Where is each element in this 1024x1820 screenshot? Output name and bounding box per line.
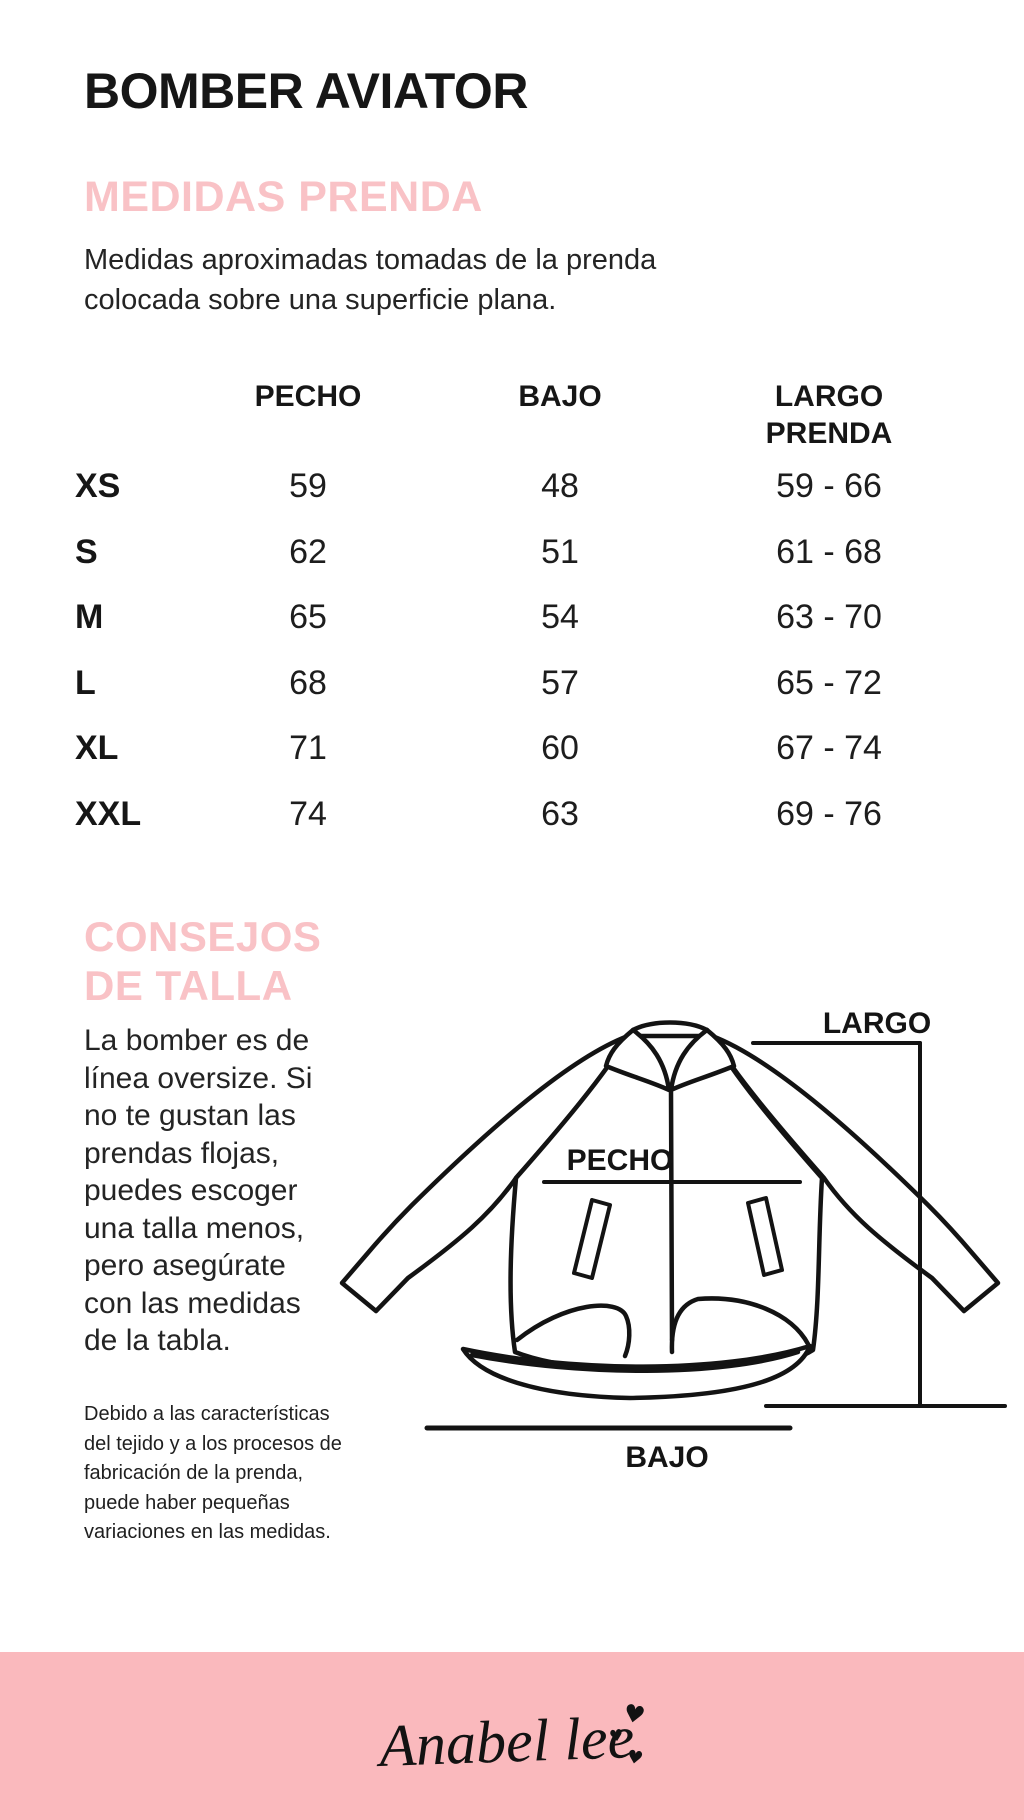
size-label: XL — [75, 729, 119, 768]
bajo-label: BAJO — [625, 1441, 708, 1474]
pecho-label: PECHO — [567, 1144, 674, 1177]
measurements-description: Medidas aproximadas tomadas de la prenda… — [84, 244, 657, 316]
column-header-largo-prenda: LARGO PRENDA — [765, 380, 893, 451]
table-cell: 62 — [289, 532, 327, 571]
table-cell: 71 — [289, 729, 327, 768]
section-heading-consejos: CONSEJOS DE TALLA — [84, 913, 322, 1009]
size-label: M — [75, 598, 104, 637]
brand-logo: Anabel lee ♥ ♥ ♥ — [374, 1698, 648, 1779]
jacket-collar-right — [668, 1027, 737, 1093]
table-cell: 54 — [541, 598, 579, 637]
disclaimer-text: Debido a las características del tejido … — [84, 1403, 342, 1543]
jacket-left-pocket — [572, 1198, 612, 1280]
table-cell: 74 — [289, 794, 327, 833]
jacket-zipper-line — [668, 1089, 675, 1343]
jacket-left-panel-curve — [514, 1303, 632, 1359]
table-cell: 60 — [541, 729, 579, 768]
table-cell: 65 - 72 — [776, 663, 882, 702]
table-cell: 59 — [289, 467, 327, 506]
table-cell: 61 - 68 — [776, 532, 882, 571]
table-cell: 59 - 66 — [776, 467, 882, 506]
table-cell: 57 — [541, 663, 579, 702]
brand-footer — [0, 1652, 1024, 1820]
column-header-bajo: BAJO — [518, 380, 602, 413]
size-label: S — [75, 532, 98, 571]
heart-icon: ♥ — [608, 1725, 625, 1746]
heart-icon: ♥ — [625, 1746, 645, 1769]
table-cell: 48 — [541, 467, 579, 506]
jacket-measurement-diagram: LARGO PECHO BAJO — [339, 1007, 1007, 1474]
table-cell: 63 — [541, 794, 579, 833]
jacket-right-pocket — [746, 1196, 784, 1277]
size-label: XXL — [75, 794, 142, 833]
table-cell: 68 — [289, 663, 327, 702]
heart-icon: ♥ — [621, 1698, 648, 1730]
table-cell: 67 - 74 — [776, 729, 882, 768]
section-heading-medidas: MEDIDAS PRENDA — [84, 173, 483, 221]
table-cell: 65 — [289, 598, 327, 637]
page-title: BOMBER AVIATOR — [84, 63, 528, 119]
brand-logo-text: Anabel lee — [374, 1704, 635, 1779]
size-table: PECHO BAJO LARGO PRENDA XS 59 48 59 - 66… — [75, 366, 969, 847]
jacket-hem-rib-line — [469, 1349, 801, 1373]
table-cell: 63 - 70 — [776, 598, 882, 637]
table-cell: 69 - 76 — [776, 794, 882, 833]
largo-label: LARGO — [823, 1007, 931, 1040]
size-label: XS — [75, 467, 121, 506]
table-cell: 51 — [541, 532, 579, 571]
column-header-pecho: PECHO — [254, 380, 362, 413]
advice-text: La bomber es de línea oversize. Si no te… — [84, 1024, 313, 1357]
jacket-collar-back — [630, 1020, 710, 1033]
table-corner-cell — [75, 366, 185, 454]
jacket-collar-left — [603, 1027, 672, 1093]
size-label: L — [75, 663, 96, 702]
